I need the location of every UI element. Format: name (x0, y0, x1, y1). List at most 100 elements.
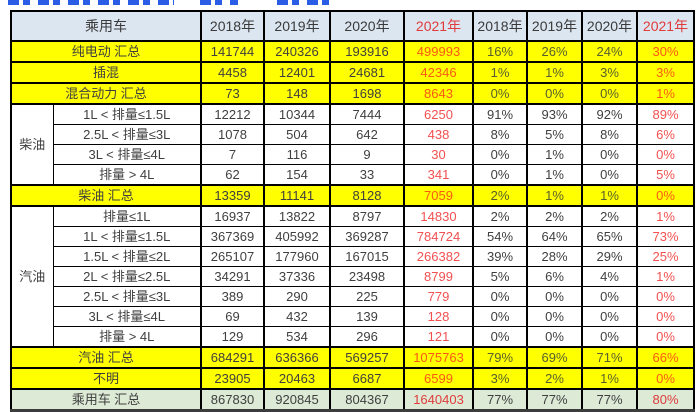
count-cell: 42346 (403, 61, 474, 84)
pct-cell: 3% (581, 61, 638, 84)
pct-cell: 0% (472, 82, 528, 105)
pct-cell: 0% (636, 184, 695, 207)
count-cell: 23498 (329, 266, 405, 287)
count-cell: 1075763 (403, 346, 474, 369)
count-cell: 116 (263, 144, 331, 165)
pct-cell: 1% (636, 266, 695, 287)
pct-cell: 93% (526, 103, 583, 125)
count-cell: 193916 (329, 40, 405, 63)
pct-cell: 5% (636, 164, 695, 186)
pct-cell: 26% (526, 40, 583, 63)
pct-cell: 0% (526, 306, 583, 327)
count-cell: 11141 (263, 184, 331, 207)
table-row: 1.5L < 排量≤2L 265107 177960 167015 266382 39% 2… (11, 246, 695, 267)
count-cell: 367369 (200, 226, 265, 247)
count-cell: 129 (200, 326, 265, 348)
count-cell: 569257 (329, 346, 405, 369)
pct-cell: 0% (581, 306, 638, 327)
table-row: 1L < 排量≤1.5L 367369 405992 369287 784724 54% 6… (11, 226, 695, 247)
pct-cell: 2% (526, 367, 583, 390)
count-cell: 37336 (263, 266, 331, 287)
pct-cell: 0% (581, 82, 638, 105)
pct-cell: 77% (526, 388, 583, 412)
pct-cell: 6% (636, 124, 695, 145)
count-cell: 438 (403, 124, 474, 145)
pct-cell: 69% (526, 346, 583, 369)
pct-cell: 4% (581, 266, 638, 287)
pct-cell: 71% (581, 346, 638, 369)
table-row: 柴油 汇总 13359 11141 8128 7059 2% 1% 1% 0% (10, 184, 695, 207)
count-cell: 225 (329, 286, 405, 307)
count-cell: 920845 (263, 388, 331, 412)
count-cell: 1698 (329, 82, 405, 105)
pct-cell: 24% (581, 40, 638, 63)
table-row: 汽油 排量≤1L 16937 13822 8797 14830 2% 2% 2% 1% (10, 205, 695, 348)
pct-cell: 65% (581, 226, 638, 247)
row-label: 插混 (10, 61, 202, 84)
pct-cell: 0% (472, 286, 528, 307)
row-label: 3L < 排量≤4L (52, 306, 202, 327)
pct-cell: 5% (526, 124, 583, 145)
count-cell: 13822 (263, 205, 331, 227)
count-cell: 13359 (200, 184, 265, 207)
fuel-group-cell: 汽油 (10, 205, 54, 348)
year-header-2020-count: 2020年 (329, 10, 405, 42)
fuel-group-cell: 柴油 (10, 103, 54, 186)
count-cell: 642 (329, 124, 405, 145)
count-cell: 6687 (329, 367, 405, 390)
count-cell: 266382 (403, 246, 474, 267)
row-label: 排量 > 4L (52, 326, 202, 348)
pct-cell: 77% (472, 388, 528, 412)
pct-cell: 0% (472, 306, 528, 327)
count-cell: 128 (403, 306, 474, 327)
count-cell: 779 (403, 286, 474, 307)
row-label: 1L < 排量≤1.5L (52, 226, 202, 247)
count-cell: 177960 (263, 246, 331, 267)
pct-cell: 8% (472, 124, 528, 145)
table-title-cell: 乘用车 (10, 10, 202, 42)
pct-cell: 64% (526, 226, 583, 247)
row-label: 1L < 排量≤1.5L (52, 103, 202, 125)
row-label: 混合动力 汇总 (10, 82, 202, 105)
count-cell: 296 (329, 326, 405, 348)
count-cell: 33 (329, 164, 405, 186)
pct-cell: 1% (581, 184, 638, 207)
count-cell: 12401 (263, 61, 331, 84)
pct-cell: 1% (472, 61, 528, 84)
table-row: 汽油 汇总 684291 636366 569257 1075763 79% 69% 71% 6… (10, 346, 695, 369)
table-row: 柴油 1L < 排量≤1.5L 12212 10344 7444 6250 91% 93% 92… (10, 103, 695, 186)
clipped-title-fragment (200, 0, 238, 5)
count-cell: 14830 (403, 205, 474, 227)
row-label: 2.5L < 排量≤3L (52, 286, 202, 307)
count-cell: 7059 (403, 184, 474, 207)
table-row: 纯电动 汇总 141744 240326 193916 499993 16% 26% 24% 3… (10, 40, 695, 63)
pct-cell: 3% (472, 367, 528, 390)
count-cell: 499993 (403, 40, 474, 63)
table-row: 2.5L < 排量≤3L 1078 504 642 438 8% 5% 8% 6% (11, 124, 695, 145)
pct-cell: 0% (472, 326, 528, 348)
table-row: 排量 > 4L 129 534 296 121 0% 0% 0% 0% (11, 326, 695, 348)
row-label: 纯电动 汇总 (10, 40, 202, 63)
count-cell: 389 (200, 286, 265, 307)
count-cell: 139 (329, 306, 405, 327)
table-row: 2L < 排量≤2.5L 34291 37336 23498 8799 5% 6% 4% 1% (11, 266, 695, 287)
pct-cell: 73% (636, 226, 695, 247)
count-cell: 684291 (200, 346, 265, 369)
clipped-title-fragment (8, 0, 174, 5)
pct-cell: 66% (636, 346, 695, 369)
count-cell: 1078 (200, 124, 265, 145)
count-cell: 7444 (329, 103, 405, 125)
count-cell: 62 (200, 164, 265, 186)
table-row: 3L < 排量≤4L 7 116 9 30 0% 1% 0% 0% (11, 144, 695, 165)
count-cell: 369287 (329, 226, 405, 247)
pct-cell: 30% (636, 40, 695, 63)
count-cell: 265107 (200, 246, 265, 267)
clipped-title-fragment (277, 0, 335, 5)
table-row: 3L < 排量≤4L 69 432 139 128 0% 0% 0% 0% (11, 306, 695, 327)
count-cell: 1640403 (403, 388, 474, 412)
pct-cell: 6% (526, 266, 583, 287)
count-cell: 9 (329, 144, 405, 165)
count-cell: 432 (263, 306, 331, 327)
pct-cell: 8% (581, 124, 638, 145)
count-cell: 23905 (200, 367, 265, 390)
